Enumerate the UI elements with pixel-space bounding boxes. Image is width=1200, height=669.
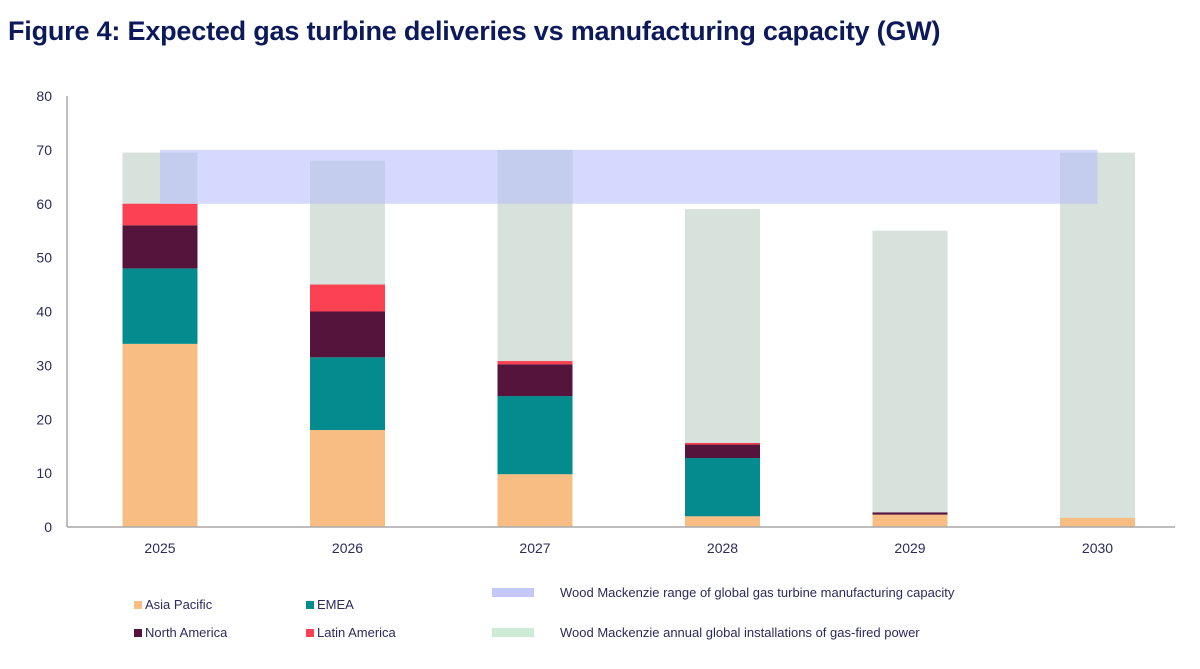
- legend-swatch-north-america: [134, 628, 142, 637]
- legend-label-installations: Wood Mackenzie annual global installatio…: [560, 625, 920, 640]
- installation-bar: [872, 230, 948, 527]
- capacity-band-group: [160, 149, 1098, 204]
- bar-segment-north-america: [872, 512, 948, 515]
- y-tick-label: 70: [36, 142, 52, 158]
- x-axis-ticks: 2025 2026 2027 2028 2029 2030: [144, 540, 1113, 556]
- y-tick-label: 20: [36, 411, 52, 427]
- legend-label-emea: EMEA: [317, 597, 354, 612]
- legend-item-installations: Wood Mackenzie annual global installatio…: [492, 625, 920, 640]
- bar-segment-emea: [685, 458, 760, 517]
- bar-segment-emea: [122, 268, 198, 344]
- legend-item-capacity: Wood Mackenzie range of global gas turbi…: [492, 585, 954, 600]
- bar-segment-latin-america: [685, 442, 760, 445]
- legend-swatch-installations: [492, 628, 534, 637]
- bar-segment-latin-america: [497, 361, 573, 365]
- y-tick-label: 30: [36, 357, 52, 373]
- x-tick-label: 2026: [332, 540, 363, 556]
- legend-swatch-emea: [306, 600, 314, 609]
- installation-bar: [1060, 152, 1135, 527]
- bar-segment-north-america: [122, 225, 198, 269]
- bar-segment-north-america: [497, 364, 573, 397]
- stacked-bars: [122, 203, 1135, 527]
- y-tick-label: 40: [36, 304, 52, 320]
- x-tick-label: 2025: [144, 540, 175, 556]
- legend-label-north-america: North America: [145, 625, 228, 640]
- legend-label-asia-pacific: Asia Pacific: [145, 597, 213, 612]
- capacity-band: [160, 149, 1098, 204]
- x-tick-label: 2028: [707, 540, 738, 556]
- bar-segment-asia-pacific: [122, 343, 198, 527]
- legend-swatch-asia-pacific: [134, 600, 142, 609]
- bar-segment-asia-pacific: [685, 516, 760, 527]
- bar-segment-asia-pacific: [497, 474, 573, 527]
- x-tick-label: 2030: [1082, 540, 1113, 556]
- bar-segment-asia-pacific: [872, 514, 948, 527]
- legend-item-emea: EMEA: [306, 597, 354, 612]
- y-tick-label: 50: [36, 250, 52, 266]
- legend-label-latin-america: Latin America: [317, 625, 396, 640]
- bar-segment-emea: [310, 357, 385, 431]
- x-tick-label: 2027: [519, 540, 550, 556]
- chart-title: Figure 4: Expected gas turbine deliverie…: [8, 16, 941, 46]
- y-axis-ticks: 0 10 20 30 40 50 60 70 80: [36, 88, 52, 535]
- legend-swatch-capacity: [492, 588, 534, 597]
- legend-item-asia-pacific: Asia Pacific: [134, 597, 212, 612]
- bar-segment-north-america: [685, 444, 760, 459]
- x-tick-label: 2029: [894, 540, 925, 556]
- legend-label-capacity: Wood Mackenzie range of global gas turbi…: [560, 585, 955, 600]
- y-tick-label: 80: [36, 88, 52, 104]
- bar-segment-emea: [497, 396, 573, 475]
- bar-segment-latin-america: [310, 284, 385, 312]
- legend-swatch-latin-america: [306, 628, 314, 637]
- legend-item-north-america: North America: [134, 625, 227, 640]
- bar-segment-asia-pacific: [1060, 517, 1135, 527]
- legend-item-latin-america: Latin America: [306, 625, 396, 640]
- y-tick-label: 0: [44, 519, 52, 535]
- bar-segment-asia-pacific: [310, 430, 385, 527]
- bar-segment-north-america: [310, 311, 385, 358]
- bar-segment-latin-america: [122, 203, 198, 226]
- y-tick-label: 60: [36, 196, 52, 212]
- y-tick-label: 10: [36, 465, 52, 481]
